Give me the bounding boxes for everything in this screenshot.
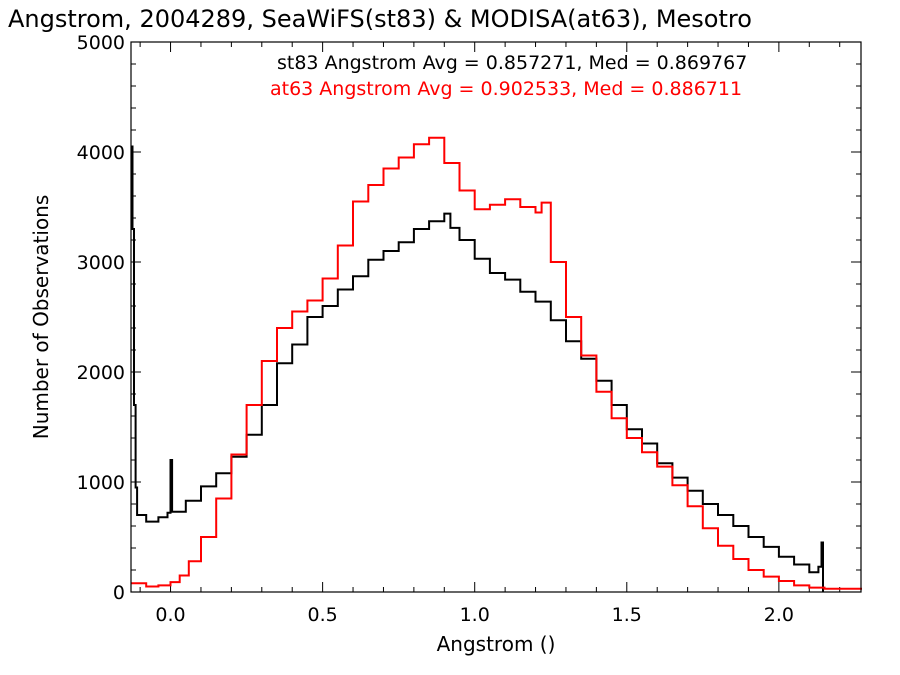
chart-title: Angstrom, 2004289, SeaWiFS(st83) & MODIS…: [8, 5, 752, 33]
tick-labels: 0.0 0.5 1.0 1.5 2.0 0 1000 2000 3000 4000 5000: [77, 32, 794, 626]
x-tick-label: 1.0: [460, 604, 490, 626]
x-tick-label: 0.5: [308, 604, 338, 626]
series-layer: [131, 136, 862, 592]
x-tick-label: 0.0: [155, 604, 185, 626]
annotation-at63: at63 Angstrom Avg = 0.902533, Med = 0.88…: [270, 78, 742, 100]
series-line-1: [131, 136, 862, 590]
plot-frame: [130, 41, 862, 593]
x-tick-label: 1.5: [612, 604, 642, 626]
y-tick-label: 5000: [77, 32, 125, 54]
x-axis-label: Angstrom (): [437, 632, 556, 656]
x-tick-label: 2.0: [764, 604, 794, 626]
y-tick-label: 2000: [77, 362, 125, 384]
y-axis-label: Number of Observations: [29, 195, 53, 440]
annotation-st83: st83 Angstrom Avg = 0.857271, Med = 0.86…: [277, 52, 747, 74]
y-tick-label: 4000: [77, 142, 125, 164]
axis-ticks: [131, 41, 861, 593]
y-tick-label: 0: [113, 582, 125, 604]
y-tick-label: 3000: [77, 252, 125, 274]
y-tick-label: 1000: [77, 472, 125, 494]
series-line-0: [131, 145, 824, 592]
